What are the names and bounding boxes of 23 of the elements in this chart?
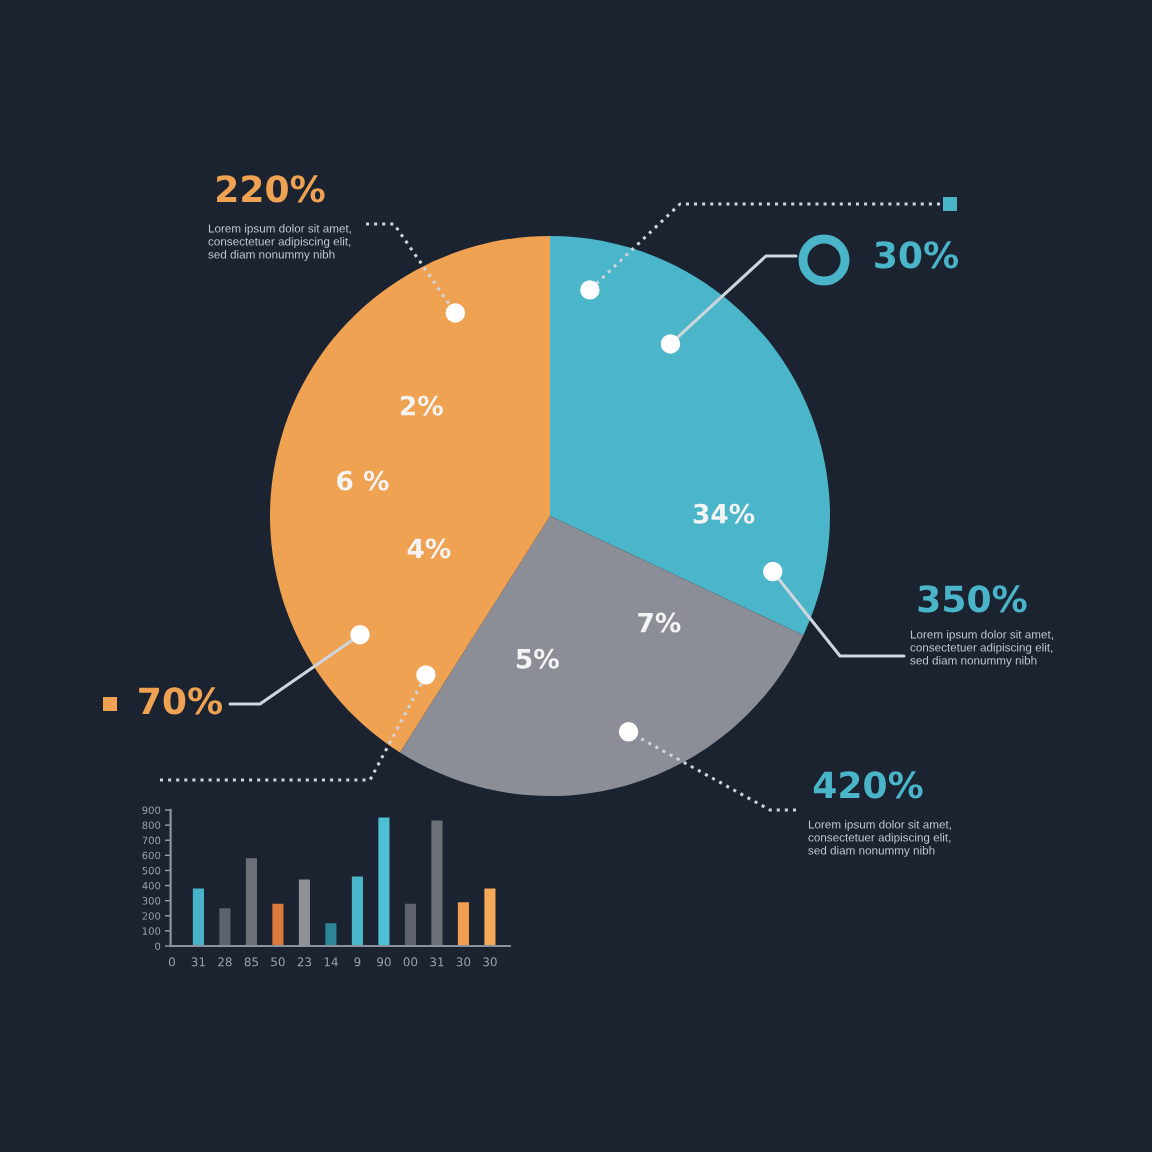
bar — [351, 876, 363, 946]
bar — [245, 858, 257, 946]
bar — [378, 817, 390, 946]
text: 220% — [217, 175, 325, 203]
text: 70% — [139, 687, 223, 715]
text: 6 % — [337, 470, 389, 491]
bar — [404, 903, 416, 946]
bar — [484, 888, 496, 946]
bar — [457, 902, 469, 946]
bar — [325, 923, 337, 946]
text: 2% — [400, 395, 443, 416]
bar — [219, 908, 231, 946]
text: 30% — [875, 241, 959, 269]
text: 420% — [813, 771, 923, 799]
bar — [192, 888, 204, 946]
pie-slice — [550, 236, 830, 636]
text: 4% — [407, 538, 451, 559]
text: 7% — [638, 612, 681, 633]
bar — [431, 820, 443, 946]
text: 350% — [918, 585, 1027, 613]
text: 34% — [693, 503, 755, 524]
text: 5% — [516, 648, 559, 669]
bar — [272, 903, 284, 946]
